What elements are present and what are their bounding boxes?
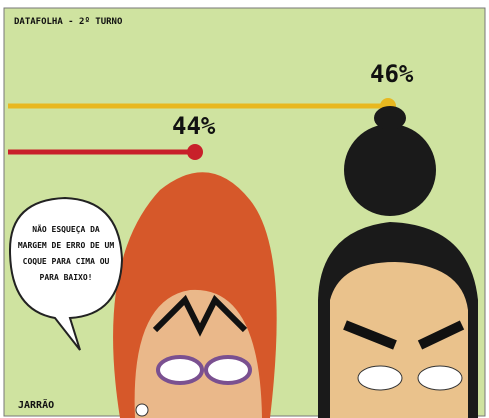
cartoon: DATAFOLHA - 2º TURNO 46% 44% NÃO ESQUEÇA… <box>0 0 489 418</box>
woman-eye <box>206 357 250 383</box>
man-eye <box>418 366 462 390</box>
bun-top <box>374 106 406 130</box>
speech-line: PARA BAIXO! <box>40 273 93 282</box>
man-face <box>330 262 468 418</box>
bun <box>344 124 436 216</box>
speech-line: NÃO ESQUEÇA DA <box>32 224 100 234</box>
earring <box>136 404 148 416</box>
source: DATAFOLHA - 2º TURNO <box>14 17 123 27</box>
label-46: 46% <box>370 60 414 88</box>
signature: JARRÃO <box>18 398 54 411</box>
woman-eye <box>158 357 202 383</box>
red-dot <box>187 144 203 160</box>
page: DATAFOLHA - 2º TURNO 46% 44% NÃO ESQUEÇA… <box>0 0 489 418</box>
man-eye <box>358 366 402 390</box>
speech-line: COQUE PARA CIMA OU <box>23 257 110 266</box>
speech-line: MARGEM DE ERRO DE UM <box>18 241 115 250</box>
label-44: 44% <box>172 112 216 140</box>
